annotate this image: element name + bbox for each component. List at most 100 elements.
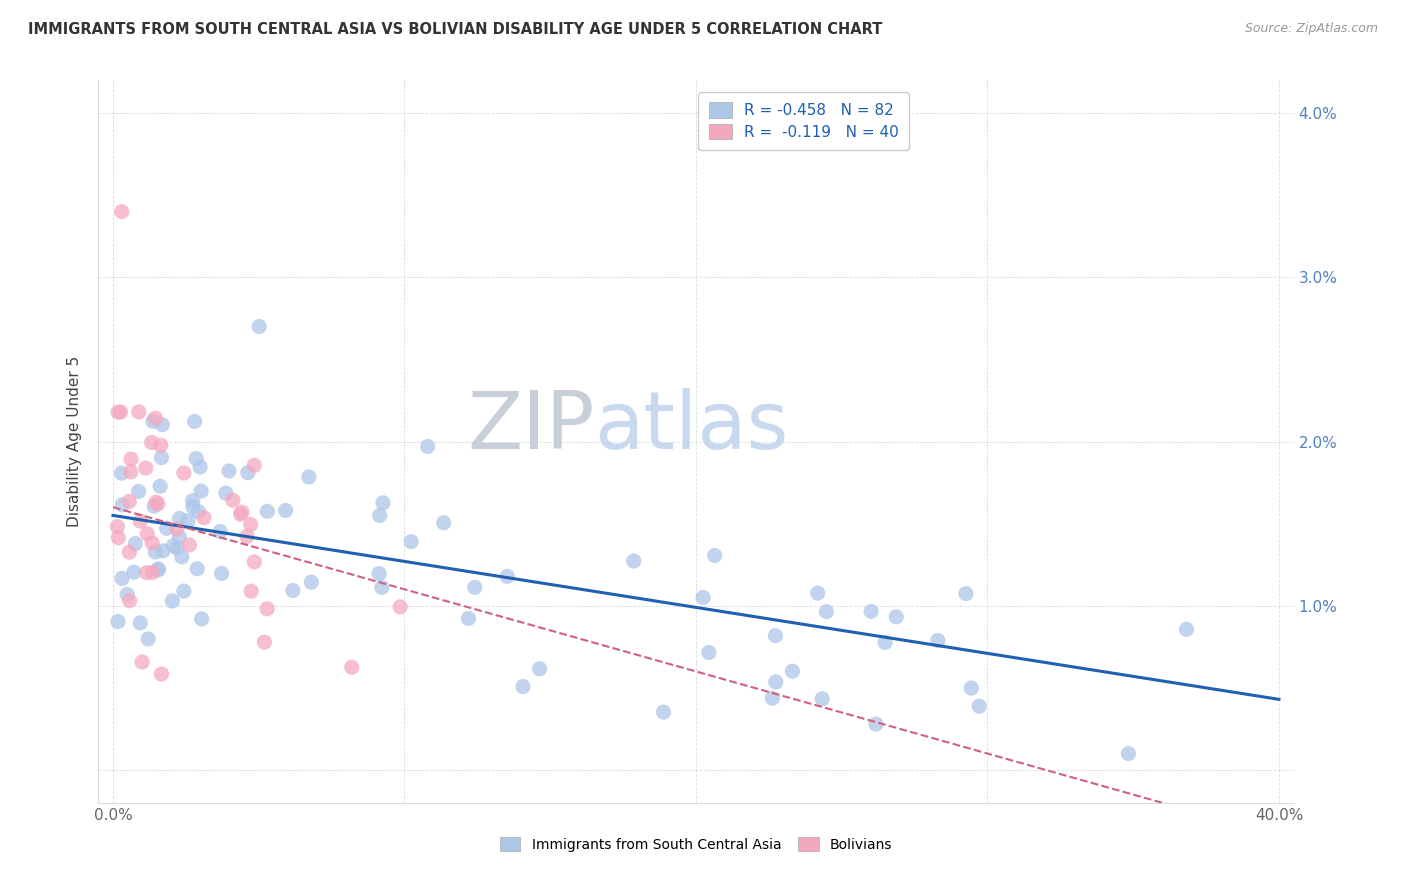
Point — [135, 566, 157, 580]
Point — [865, 717, 887, 731]
Point — [967, 699, 990, 714]
Point — [281, 583, 304, 598]
Point — [150, 667, 173, 681]
Point — [162, 539, 184, 553]
Point — [149, 438, 172, 452]
Point — [371, 496, 394, 510]
Point — [215, 486, 238, 500]
Text: Source: ZipAtlas.com: Source: ZipAtlas.com — [1244, 22, 1378, 36]
Point — [177, 514, 200, 528]
Point — [190, 484, 212, 499]
Point — [110, 405, 132, 419]
Point — [243, 555, 266, 569]
Point — [782, 664, 804, 678]
Point — [416, 440, 439, 454]
Point — [807, 586, 830, 600]
Point — [236, 466, 259, 480]
Point — [256, 504, 278, 518]
Point — [146, 497, 169, 511]
Y-axis label: Disability Age Under 5: Disability Age Under 5 — [67, 356, 83, 527]
Legend: Immigrants from South Central Asia, Bolivians: Immigrants from South Central Asia, Boli… — [494, 831, 898, 857]
Point — [529, 662, 551, 676]
Point — [193, 510, 215, 524]
Point — [143, 499, 166, 513]
Point — [118, 494, 141, 508]
Point — [141, 536, 163, 550]
Point — [299, 575, 322, 590]
Point — [181, 493, 204, 508]
Point — [496, 569, 519, 583]
Point — [247, 319, 270, 334]
Point — [703, 549, 725, 563]
Point — [960, 681, 983, 695]
Point — [166, 541, 188, 555]
Point — [765, 674, 787, 689]
Point — [129, 514, 152, 528]
Point — [368, 566, 391, 581]
Point — [149, 479, 172, 493]
Point — [118, 593, 141, 607]
Point — [253, 635, 276, 649]
Point — [120, 465, 142, 479]
Point — [652, 705, 675, 719]
Point — [110, 466, 132, 480]
Point — [122, 565, 145, 579]
Text: IMMIGRANTS FROM SOUTH CENTRAL ASIA VS BOLIVIAN DISABILITY AGE UNDER 5 CORRELATIO: IMMIGRANTS FROM SOUTH CENTRAL ASIA VS BO… — [28, 22, 883, 37]
Point — [457, 611, 479, 625]
Point — [464, 580, 486, 594]
Point — [111, 204, 134, 219]
Point — [623, 554, 645, 568]
Point — [371, 581, 394, 595]
Point — [399, 534, 422, 549]
Point — [243, 458, 266, 473]
Point — [128, 484, 150, 499]
Point — [229, 508, 252, 522]
Point — [179, 538, 201, 552]
Point — [765, 629, 787, 643]
Point — [236, 529, 259, 543]
Point — [433, 516, 456, 530]
Point — [1175, 623, 1198, 637]
Point — [811, 691, 834, 706]
Point — [927, 633, 949, 648]
Point — [240, 584, 263, 599]
Point — [166, 522, 188, 536]
Point — [111, 571, 134, 585]
Point — [131, 655, 153, 669]
Point — [186, 451, 208, 466]
Point — [107, 615, 129, 629]
Point — [1118, 747, 1140, 761]
Point — [169, 511, 191, 525]
Point — [697, 645, 720, 659]
Point — [188, 460, 211, 475]
Point — [148, 562, 170, 576]
Point — [115, 587, 138, 601]
Point — [107, 531, 129, 545]
Point — [274, 503, 297, 517]
Point — [211, 566, 233, 581]
Point — [209, 524, 232, 539]
Point — [129, 615, 152, 630]
Point — [181, 500, 204, 514]
Point — [368, 508, 391, 523]
Point — [512, 680, 534, 694]
Point — [187, 505, 209, 519]
Point — [884, 610, 907, 624]
Point — [162, 594, 184, 608]
Point — [875, 635, 897, 649]
Point — [145, 411, 167, 425]
Point — [815, 605, 838, 619]
Point — [124, 536, 146, 550]
Point — [152, 544, 174, 558]
Point — [156, 521, 179, 535]
Point — [170, 549, 193, 564]
Point — [173, 584, 195, 599]
Point — [239, 517, 262, 532]
Point — [183, 414, 205, 428]
Point — [218, 464, 240, 478]
Point — [298, 470, 321, 484]
Point — [145, 545, 167, 559]
Point — [136, 632, 159, 646]
Point — [128, 405, 150, 419]
Point — [111, 498, 134, 512]
